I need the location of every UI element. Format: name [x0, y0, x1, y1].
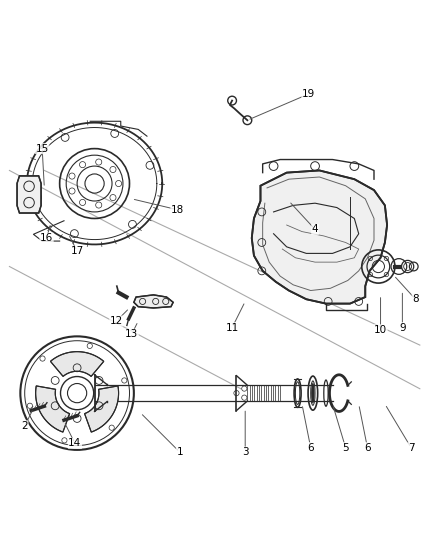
- Text: 6: 6: [307, 443, 314, 453]
- Ellipse shape: [311, 383, 314, 403]
- Text: 8: 8: [412, 294, 419, 304]
- Text: 10: 10: [374, 325, 387, 335]
- Polygon shape: [85, 386, 119, 432]
- Text: 9: 9: [399, 322, 406, 333]
- Text: 3: 3: [242, 447, 248, 457]
- Text: 5: 5: [343, 443, 349, 453]
- Polygon shape: [17, 176, 41, 213]
- Polygon shape: [35, 386, 70, 432]
- Text: 1: 1: [177, 447, 183, 457]
- Text: 4: 4: [312, 224, 318, 235]
- Text: 19: 19: [302, 89, 315, 99]
- Text: 16: 16: [40, 233, 53, 243]
- Polygon shape: [252, 171, 387, 304]
- Text: 11: 11: [226, 322, 239, 333]
- Text: 17: 17: [71, 246, 84, 256]
- Text: 7: 7: [408, 443, 414, 453]
- Text: 14: 14: [68, 438, 81, 448]
- Polygon shape: [50, 352, 104, 376]
- Text: 18: 18: [171, 205, 184, 215]
- Text: 12: 12: [110, 316, 123, 326]
- Polygon shape: [134, 295, 173, 308]
- Text: 15: 15: [35, 143, 49, 154]
- Text: 2: 2: [21, 421, 28, 431]
- Text: 6: 6: [364, 443, 371, 453]
- Text: 13: 13: [125, 329, 138, 339]
